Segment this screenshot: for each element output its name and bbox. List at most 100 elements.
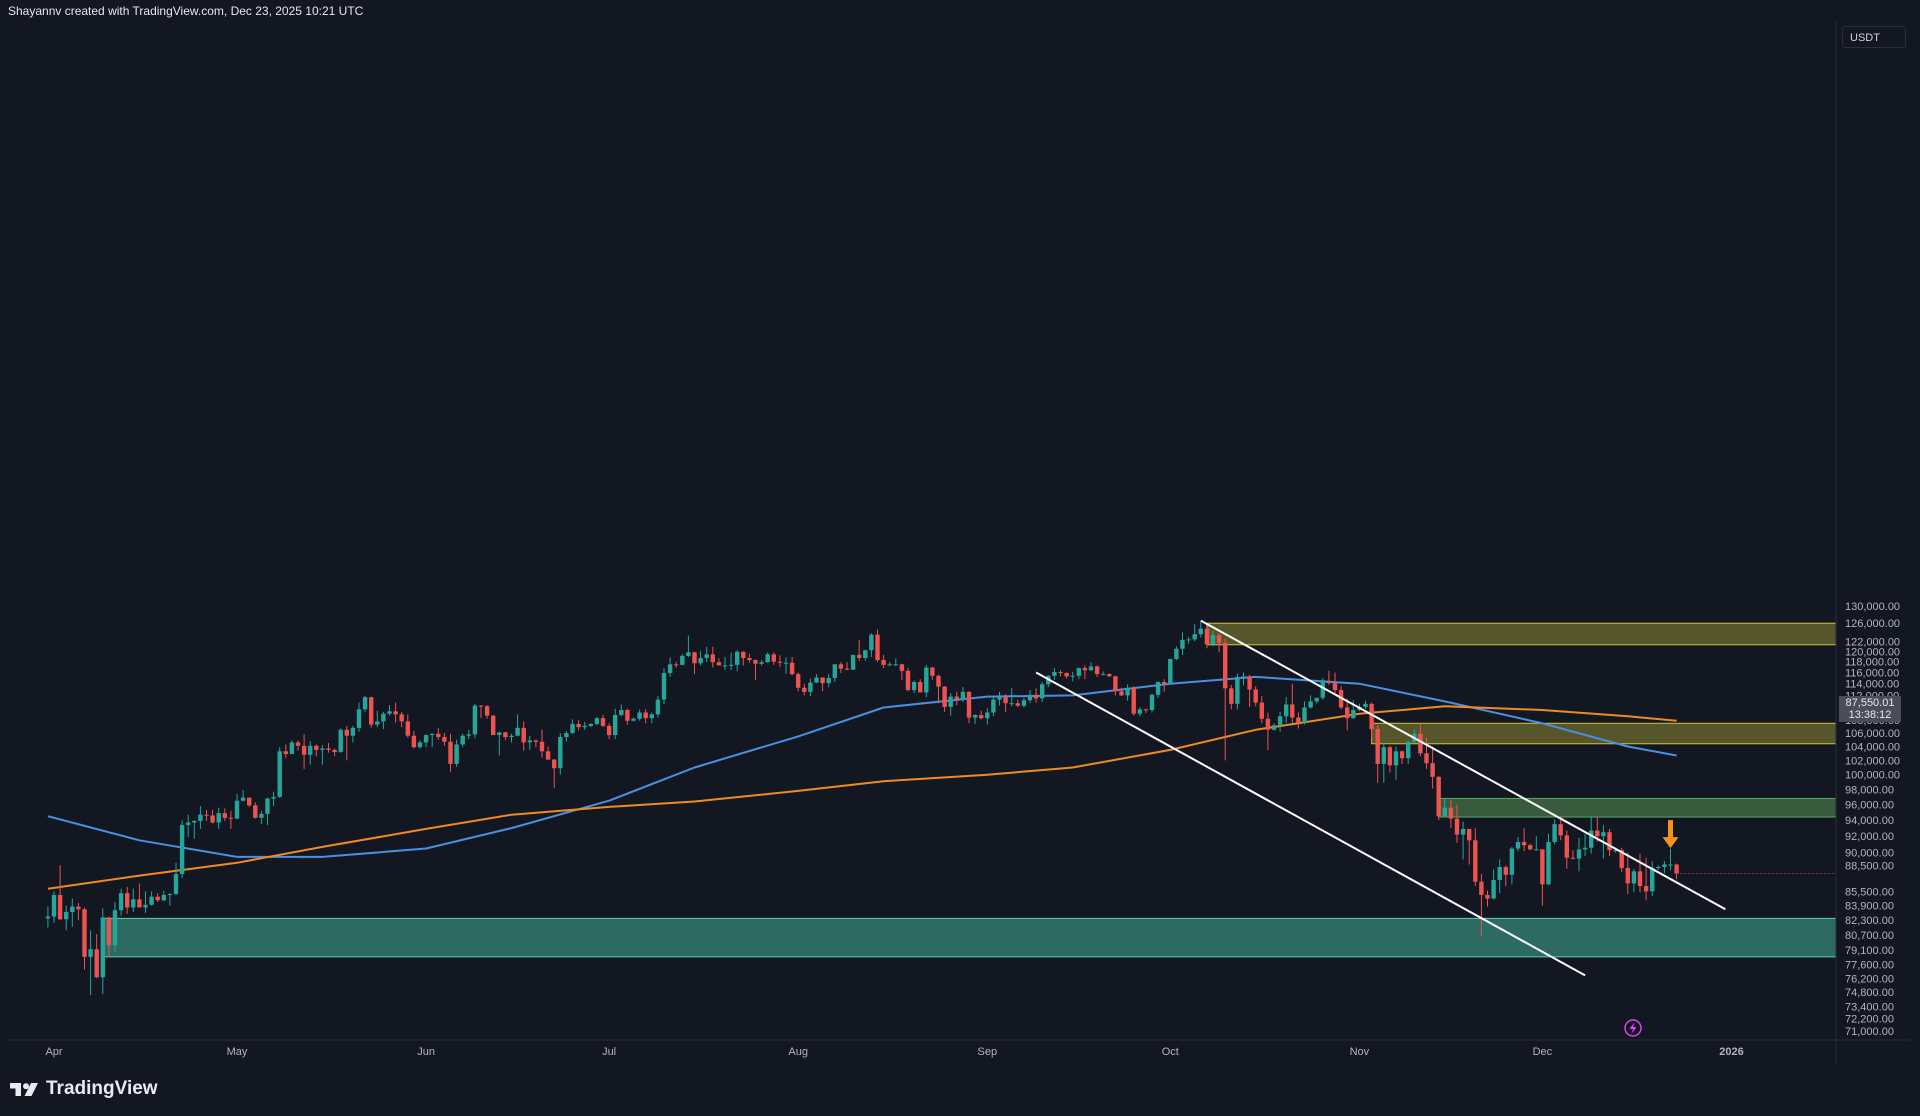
candle-body [1381,747,1386,764]
candle-body [1082,668,1088,671]
candle-body [911,681,917,691]
candle-body [1101,674,1106,676]
candle-body [198,814,203,821]
price-tick-label: 126,000.00 [1845,618,1900,630]
candle-body [966,691,972,718]
candle-body [1052,671,1057,676]
candle-body [692,652,697,664]
currency-selector[interactable]: USDT [1842,26,1906,48]
candle-body [1564,835,1569,858]
ma-slow[interactable] [47,705,1677,890]
candle-body [991,699,996,713]
candle-body [1375,729,1380,764]
demand-zone-small[interactable] [1438,797,1837,818]
time-tick-label: Apr [45,1046,62,1058]
candle-body [381,713,386,722]
price-axis[interactable]: 130,000.00 126,000.00 122,000.00120,000.00… [1845,601,1900,1038]
last-price-value: 87,550.01 [1845,697,1895,709]
candle-body [588,723,593,726]
candle-body [789,662,795,675]
candle-body [204,814,209,816]
candle-body [131,899,136,908]
candle-body [387,711,392,714]
down-arrow-icon[interactable] [1662,820,1679,849]
price-tick-label: 94,000.00 [1845,815,1894,827]
candle-body [1027,694,1033,701]
candle-body [478,705,484,707]
tradingview-logo[interactable]: TradingView [10,1078,158,1100]
channel-lower-line[interactable] [1035,671,1586,977]
candle-body [680,655,685,665]
candle-body [1064,673,1069,677]
candle-body [1552,824,1557,842]
candle-body [1485,894,1490,899]
candle-body [625,709,630,721]
time-tick-label: Aug [788,1046,808,1058]
candle-body [82,909,87,957]
ma-fast[interactable] [47,675,1677,858]
chart-pane[interactable] [8,22,1836,1044]
candle-body [613,714,618,736]
candle-body [1619,850,1624,868]
candle-body [57,894,63,920]
candle-body [430,733,435,736]
price-tick-label: 85,500.00 [1845,886,1894,898]
candle-body [765,654,770,663]
time-axis[interactable]: Apr May Jun Jul Aug Sep Oct Nov Dec 2026 [45,1046,1743,1058]
candle-body [1277,716,1283,726]
candle-body [393,711,398,715]
candle-body [918,681,923,693]
candle-body [112,910,118,946]
candle-body [1155,681,1161,695]
candle-body [210,815,215,823]
time-tick-label: Oct [1162,1046,1179,1058]
candle-body [1497,867,1502,880]
candle-body [259,813,264,818]
attribution-bar: Shayannv created with TradingView.com, D… [0,0,1920,22]
candle-body [1229,688,1234,704]
candle-body [600,718,606,726]
candle-body [1674,864,1679,874]
candle-body [1198,628,1203,635]
time-tick-label: Nov [1350,1046,1370,1058]
channel-upper-line[interactable] [1200,619,1726,911]
candle-body [1595,830,1600,837]
candle-body [1540,849,1545,885]
candle-body [436,733,441,738]
time-tick-label: Jun [417,1046,435,1058]
candle-body [1601,832,1606,837]
candle-body [45,916,51,919]
price-tick-label: 73,400.00 [1845,1001,1894,1013]
candle-body [643,712,648,719]
candle-body [1003,697,1008,704]
price-tick-label: 102,000.00 [1845,755,1900,767]
demand-zone-large[interactable] [102,917,1837,958]
candle-body [814,677,819,683]
candle-body [1570,857,1576,859]
candle-body [118,893,124,911]
time-tick-label: Sep [978,1046,998,1058]
candle-body [545,751,551,760]
price-chart[interactable]: 130,000.00 126,000.00 122,000.00120,000.00… [0,0,1920,1068]
candle-body [460,735,465,745]
candle-body [1503,867,1508,875]
candle-body [1467,828,1472,841]
supply-zone-upper[interactable] [1206,622,1837,646]
candle-body [472,705,478,735]
candle-body [1442,807,1447,817]
candle-body [64,911,69,920]
candle-body [100,917,105,978]
price-tick-label: 83,900.00 [1845,901,1894,913]
candle-body [491,715,496,736]
price-tick-label: 80,700.00 [1845,930,1894,942]
candle-body [277,751,282,797]
candle-body [1107,674,1112,677]
candle-body [1430,763,1435,777]
candle-body [881,660,886,665]
candle-body [704,654,709,658]
candle-body [320,748,325,750]
candle-body [582,725,587,728]
lightning-icon[interactable] [1624,1019,1642,1037]
candle-body [838,664,844,669]
candle-body [741,651,746,658]
